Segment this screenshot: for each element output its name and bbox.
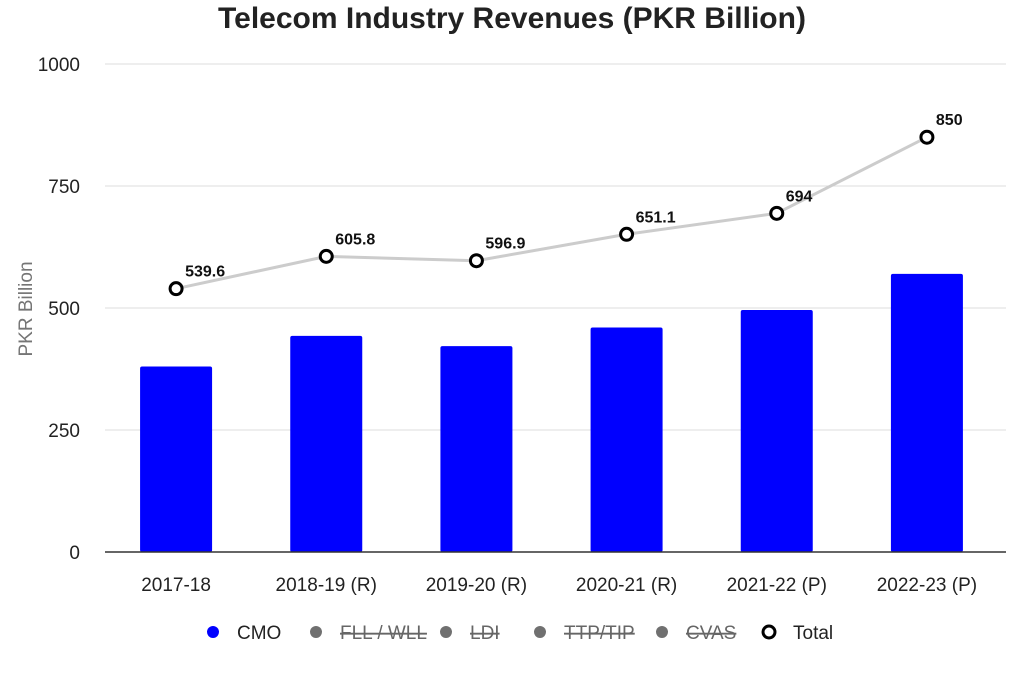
total-point	[919, 129, 935, 145]
total-line: 539.6 605.8 596.9 651.1 694 850	[168, 112, 963, 297]
x-tick-label: 2017-18	[141, 575, 211, 596]
total-point	[619, 226, 635, 242]
legend-marker	[534, 626, 546, 638]
total-point	[318, 248, 334, 264]
data-label: 539.6	[185, 264, 225, 281]
data-label: 850	[936, 112, 963, 129]
x-tick-label: 2021-22 (P)	[727, 575, 827, 596]
y-axis-label: PKR Billion	[16, 261, 37, 356]
y-tick-label: 250	[48, 421, 80, 442]
total-point	[468, 253, 484, 269]
legend-label: FLL / WLL	[340, 623, 427, 644]
bar-cmo	[440, 346, 513, 552]
total-point	[769, 205, 785, 221]
legend-label: TTP/TIP	[564, 623, 635, 644]
legend-marker	[310, 626, 322, 638]
legend-marker	[440, 626, 452, 638]
x-tick-label: 2019-20 (R)	[426, 575, 527, 596]
data-label: 605.8	[335, 231, 375, 248]
chart-title: Telecom Industry Revenues (PKR Billion)	[218, 2, 806, 35]
legend-label: Total	[793, 623, 833, 644]
data-label: 596.9	[485, 236, 525, 253]
x-axis-ticks: 2017-18 2018-19 (R) 2019-20 (R) 2020-21 (R)…	[141, 575, 977, 596]
legend-marker	[207, 626, 219, 638]
x-tick-label: 2022-23 (P)	[877, 575, 977, 596]
legend-label: LDI	[470, 623, 500, 644]
legend-label: CVAS	[686, 623, 736, 644]
total-series-line	[175, 135, 928, 291]
legend: CMO FLL / WLL LDI TTP/TIP CVAS Total	[207, 623, 833, 644]
data-label: 651.1	[636, 209, 676, 226]
cmo-bars	[140, 273, 963, 552]
y-tick-label: 500	[48, 299, 80, 320]
gridlines	[105, 63, 1006, 431]
bar-cmo	[740, 309, 813, 552]
legend-marker-total	[761, 624, 777, 640]
legend-label: CMO	[237, 623, 281, 644]
bar-cmo	[290, 335, 363, 552]
x-tick-label: 2020-21 (R)	[576, 575, 677, 596]
y-axis-ticks: 0 250 500 750 1000	[38, 55, 80, 564]
bar-cmo	[140, 366, 213, 552]
total-point	[168, 281, 184, 297]
x-tick-label: 2018-19 (R)	[276, 575, 377, 596]
bar-cmo	[890, 273, 963, 552]
data-label: 694	[786, 188, 813, 205]
legend-marker	[656, 626, 668, 638]
y-tick-label: 750	[48, 177, 80, 198]
bar-cmo	[590, 327, 663, 552]
y-tick-label: 0	[69, 543, 80, 564]
y-tick-label: 1000	[38, 55, 80, 76]
